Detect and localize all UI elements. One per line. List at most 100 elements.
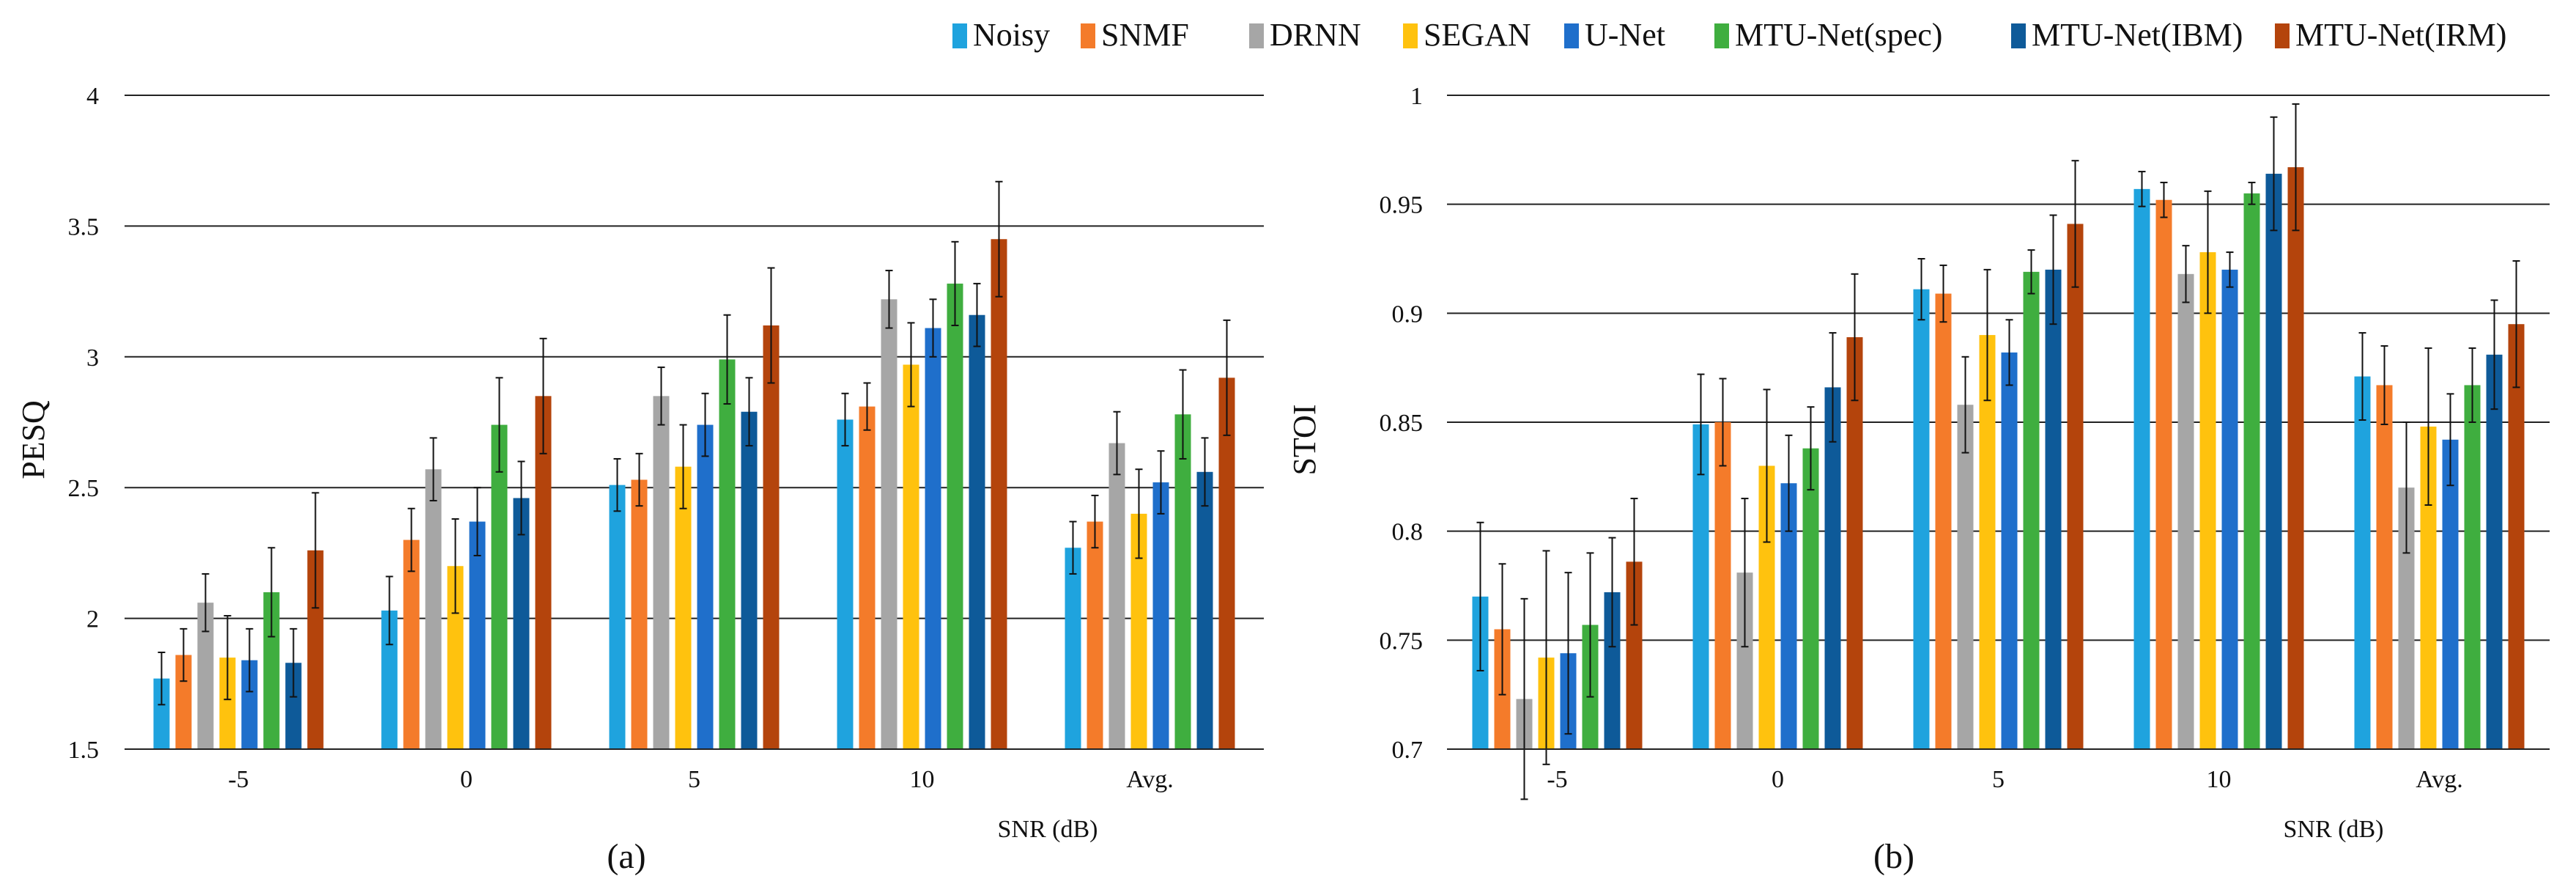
bar-1-6-4 <box>2486 354 2503 749</box>
y-tick-label-1: 0.75 <box>1380 627 1424 655</box>
bar-0-6-2 <box>741 411 758 749</box>
x-tick-label-0: -5 <box>228 766 248 793</box>
y-tick-label-3: 3 <box>86 345 99 372</box>
bar-0-3-0 <box>219 658 236 749</box>
bar-0-3-3 <box>903 364 919 749</box>
bar-0-3-4 <box>1130 513 1147 749</box>
bar-0-6-3 <box>969 314 985 749</box>
bar-1-0-1 <box>1692 424 1709 749</box>
bar-1-7-4 <box>2508 324 2525 749</box>
bar-1-1-4 <box>2376 385 2393 749</box>
bar-0-2-4 <box>1109 443 1125 749</box>
bar-1-4-3 <box>2221 269 2238 749</box>
bar-1-2-1 <box>1736 572 1753 749</box>
bar-0-2-2 <box>653 396 670 749</box>
x-tick-label-2: 5 <box>688 766 700 793</box>
bar-1-1-1 <box>1714 422 1731 749</box>
bar-0-5-4 <box>1174 414 1191 749</box>
bar-0-1-4 <box>1087 521 1103 749</box>
bar-0-3-2 <box>675 466 692 749</box>
legend-swatch-4 <box>1564 23 1579 48</box>
y-tick-label-1: 2 <box>86 606 99 633</box>
bar-1-4-2 <box>2001 352 2018 749</box>
bar-0-0-0 <box>153 678 170 749</box>
legend-swatch-6 <box>2011 23 2026 48</box>
bar-1-6-0 <box>1604 592 1621 749</box>
bar-1-6-1 <box>1824 387 1841 749</box>
bar-0-5-2 <box>719 359 736 749</box>
chart-caption: (a) <box>607 837 645 876</box>
bar-1-3-4 <box>2420 426 2437 749</box>
x-tick-label-0: -5 <box>1547 766 1567 793</box>
bar-0-7-0 <box>307 550 324 749</box>
bar-0-7-4 <box>1218 377 1235 749</box>
x-axis-title: SNR (dB) <box>998 816 1098 843</box>
x-tick-label-3: 10 <box>910 766 935 793</box>
y-axis-title: STOI <box>1287 405 1322 476</box>
legend-label-7: MTU-Net(IRM) <box>2295 17 2506 53</box>
y-tick-label-0: 1.5 <box>68 737 100 764</box>
legend-swatch-0 <box>952 23 967 48</box>
bar-1-7-2 <box>2067 224 2084 750</box>
legend: Noisy SNMF DRNN SEGAN U-Net MTU-Net(spec) MTU-… <box>952 17 2506 53</box>
bar-0-1-1 <box>403 539 420 749</box>
y-tick-label-3: 0.85 <box>1380 410 1424 437</box>
bar-0-7-2 <box>763 325 780 749</box>
bar-1-0-0 <box>1472 596 1489 749</box>
x-tick-label-4: Avg. <box>1126 766 1174 793</box>
bar-0-4-2 <box>697 424 714 749</box>
bar-1-2-4 <box>2398 487 2415 749</box>
bar-0-6-4 <box>1196 471 1213 749</box>
bar-1-2-3 <box>2177 273 2194 749</box>
bar-1-3-2 <box>1979 335 1996 750</box>
bar-0-0-3 <box>837 419 854 749</box>
x-tick-label-1: 0 <box>460 766 473 793</box>
chart-caption: (b) <box>1873 837 1914 876</box>
legend-label-2: DRNN <box>1270 17 1361 53</box>
legend-label-0: Noisy <box>973 17 1050 53</box>
bar-1-6-2 <box>2045 269 2062 749</box>
bar-1-4-1 <box>1780 483 1797 749</box>
bar-1-5-3 <box>2243 193 2260 749</box>
x-tick-label-4: Avg. <box>2416 766 2463 793</box>
bar-0-2-1 <box>425 469 442 749</box>
bar-0-0-2 <box>609 485 626 749</box>
legend-swatch-7 <box>2275 23 2290 48</box>
bar-0-5-3 <box>947 283 963 749</box>
legend-swatch-5 <box>1714 23 1729 48</box>
y-tick-label-2: 2.5 <box>68 475 100 502</box>
bar-0-4-0 <box>241 660 258 749</box>
chart-pesq: 1.5 2 2.5 3 3.5 4 -5 0 5 10 Avg. SNR (dB) PESQ (a) <box>15 83 1264 876</box>
bar-1-5-1 <box>1802 448 1819 749</box>
bar-1-7-1 <box>1846 337 1863 749</box>
legend-label-6: MTU-Net(IBM) <box>2032 17 2243 53</box>
y-tick-label-4: 0.9 <box>1392 301 1424 328</box>
bar-0-4-1 <box>469 521 486 749</box>
bar-0-1-0 <box>175 655 192 749</box>
legend-swatch-2 <box>1249 23 1264 48</box>
y-tick-label-5: 4 <box>86 83 99 110</box>
x-axis-title: SNR (dB) <box>2284 816 2384 843</box>
legend-label-5: MTU-Net(spec) <box>1735 17 1942 53</box>
bar-1-0-4 <box>2354 376 2371 749</box>
bar-0-7-1 <box>535 396 552 749</box>
x-tick-label-3: 10 <box>2207 766 2232 793</box>
bar-1-7-0 <box>1626 561 1643 749</box>
bar-0-6-0 <box>285 663 302 749</box>
y-tick-label-4: 3.5 <box>68 213 100 240</box>
bar-1-5-2 <box>2023 271 2040 750</box>
bar-1-2-2 <box>1957 405 1974 749</box>
chart-stoi: 0.7 0.75 0.8 0.85 0.9 0.95 1 -5 0 5 10 Avg. SNR (dB)… <box>1287 83 2550 876</box>
bar-1-0-2 <box>1913 289 1930 749</box>
bar-1-1-2 <box>1935 293 1952 749</box>
bar-0-4-3 <box>925 328 941 749</box>
bar-0-6-1 <box>513 498 530 749</box>
x-tick-label-1: 0 <box>1772 766 1784 793</box>
legend-label-1: SNMF <box>1101 17 1189 53</box>
bar-1-7-3 <box>2287 167 2304 749</box>
y-axis-title: PESQ <box>15 400 51 479</box>
bar-0-1-2 <box>631 479 648 749</box>
bar-1-3-1 <box>1758 465 1775 749</box>
y-tick-label-5: 0.95 <box>1380 192 1424 219</box>
bar-1-1-3 <box>2155 199 2172 750</box>
